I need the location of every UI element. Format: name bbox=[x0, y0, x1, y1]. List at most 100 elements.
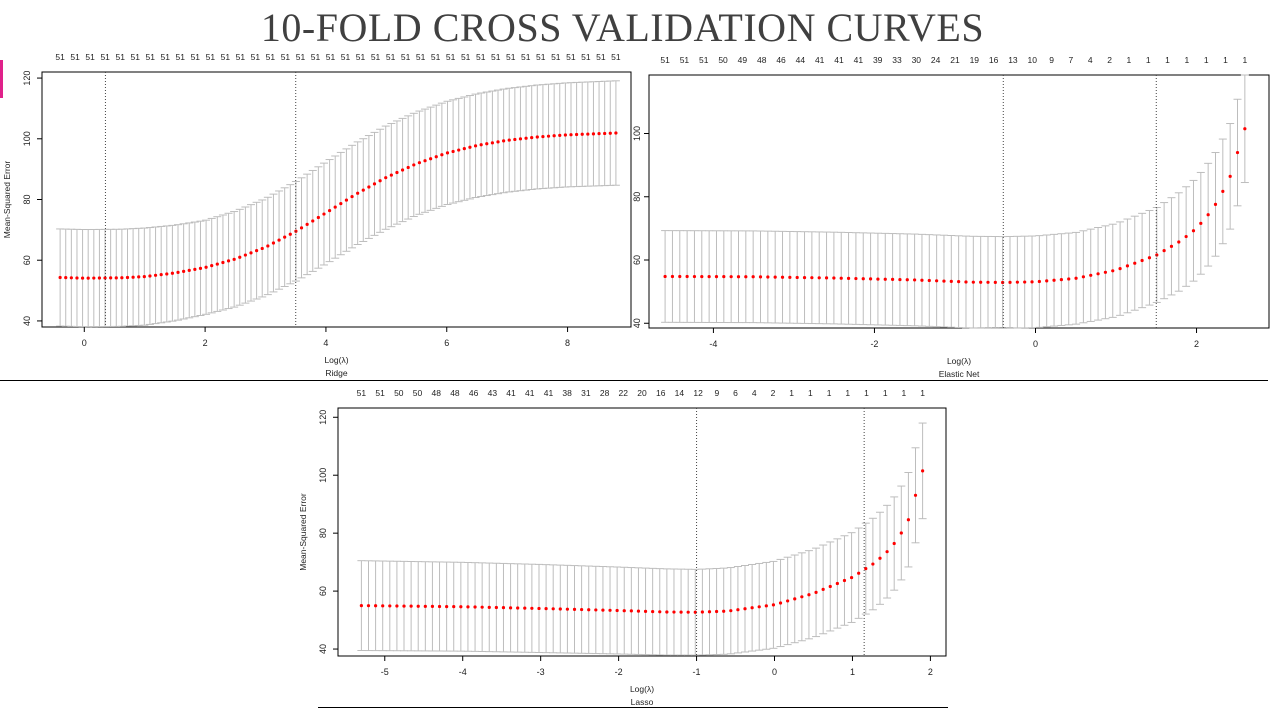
elastic-net-point bbox=[957, 280, 961, 284]
elastic-net-point bbox=[890, 277, 895, 282]
ridge-top-count-label: 51 bbox=[161, 52, 171, 62]
ridge-point bbox=[586, 132, 590, 136]
ridge-point bbox=[238, 255, 242, 259]
ridge-point bbox=[215, 262, 219, 266]
elastic-net-plot-frame bbox=[648, 74, 1270, 329]
ridge-point bbox=[333, 205, 337, 209]
elastic-net-error-bars bbox=[661, 74, 1249, 329]
ridge-point bbox=[299, 226, 304, 230]
ridge-top-count-label: 51 bbox=[356, 52, 366, 62]
elastic-net-point bbox=[868, 277, 873, 281]
ridge-point bbox=[114, 276, 118, 280]
elastic-net-point bbox=[1221, 189, 1225, 193]
ridge-y-tick-label: 80 bbox=[22, 194, 32, 204]
lasso-top-count-label: 1 bbox=[920, 388, 925, 398]
elastic-net-top-count-label: 1 bbox=[1146, 55, 1151, 65]
elastic-net-point bbox=[1177, 240, 1181, 244]
ridge-point bbox=[513, 137, 517, 142]
elastic-net-point bbox=[707, 275, 711, 279]
elastic-net-point bbox=[817, 276, 821, 280]
elastic-net-top-count-label: 21 bbox=[950, 55, 960, 65]
ridge-point bbox=[120, 276, 124, 280]
lasso-top-count-label: 46 bbox=[469, 388, 479, 398]
ridge-point bbox=[103, 276, 107, 280]
lasso-y-axis-label: Mean-Squared Error bbox=[298, 493, 308, 571]
lasso-point bbox=[658, 610, 662, 614]
elastic-net-point bbox=[1008, 280, 1012, 284]
elastic-net-point bbox=[810, 276, 814, 280]
lasso-point bbox=[665, 610, 669, 614]
lasso-point bbox=[388, 604, 392, 608]
lasso-top-count-label: 50 bbox=[394, 388, 404, 398]
lasso-point bbox=[409, 604, 413, 608]
ridge-point bbox=[580, 132, 584, 136]
elastic-net-point bbox=[751, 275, 755, 279]
elastic-net-point bbox=[670, 274, 675, 279]
lasso-y-tick-label: 100 bbox=[318, 468, 328, 483]
ridge-top-count-label: 51 bbox=[311, 52, 321, 62]
ridge-top-count-label: 51 bbox=[611, 52, 621, 62]
elastic-net-point bbox=[846, 276, 851, 280]
elastic-net-top-count-label: 33 bbox=[892, 55, 902, 65]
ridge-point bbox=[249, 251, 253, 255]
ridge-point bbox=[502, 139, 506, 143]
elastic-net-top-count-label: 44 bbox=[796, 55, 806, 65]
ridge-point bbox=[496, 140, 500, 144]
ridge-point bbox=[563, 133, 567, 137]
elastic-net-point bbox=[1118, 267, 1122, 271]
elastic-net-top-count-label: 13 bbox=[1008, 55, 1018, 65]
elastic-net-point bbox=[692, 274, 697, 279]
lasso-point bbox=[359, 603, 363, 608]
lasso-point bbox=[892, 541, 896, 546]
ridge-point bbox=[271, 241, 276, 245]
elastic-net-point bbox=[1133, 261, 1137, 265]
lasso-y-tick-label: 80 bbox=[318, 528, 328, 538]
elastic-net-top-count-label: 2 bbox=[1107, 55, 1112, 65]
elastic-net-top-count-label: 4 bbox=[1088, 55, 1093, 65]
elastic-net-point bbox=[1235, 150, 1240, 155]
ridge-top-count-label: 51 bbox=[176, 52, 186, 62]
elastic-net-point bbox=[993, 280, 997, 284]
elastic-net-point bbox=[795, 275, 799, 280]
ridge-point bbox=[350, 194, 354, 199]
lasso-y-tick-label: 120 bbox=[318, 410, 328, 425]
elastic-net-top-count-label: 1 bbox=[1185, 55, 1190, 65]
lasso-caption: Lasso bbox=[631, 697, 654, 707]
ridge-point bbox=[440, 153, 444, 157]
elastic-net-point bbox=[861, 277, 865, 281]
ridge-point bbox=[384, 176, 388, 180]
ridge-top-count-label: 51 bbox=[506, 52, 516, 62]
lasso-point bbox=[793, 597, 797, 601]
lasso-point bbox=[473, 605, 477, 609]
ridge-points bbox=[58, 131, 618, 280]
elastic-net-point bbox=[1052, 278, 1056, 282]
ridge-top-count-label: 51 bbox=[251, 52, 261, 62]
elastic-net-point bbox=[1162, 249, 1166, 253]
slide-title: 10-FOLD CROSS VALIDATION CURVES bbox=[260, 5, 985, 50]
elastic-net-point bbox=[758, 275, 763, 279]
lasso-point bbox=[679, 610, 683, 614]
ridge-top-count-label: 51 bbox=[191, 52, 201, 62]
lasso-top-count-label: 1 bbox=[808, 388, 813, 398]
elastic-net-y-tick-label: 80 bbox=[632, 192, 642, 202]
elastic-net-point bbox=[700, 274, 704, 279]
lasso-point bbox=[466, 605, 470, 609]
elastic-net-point bbox=[714, 275, 719, 279]
lasso-top-count-label: 20 bbox=[637, 388, 647, 398]
lasso-point bbox=[459, 605, 463, 609]
ridge-point bbox=[221, 260, 225, 265]
lasso-point bbox=[395, 604, 399, 608]
lasso-point bbox=[700, 610, 704, 614]
ridge-top-count-label: 51 bbox=[341, 52, 351, 62]
elastic-net-point bbox=[898, 277, 902, 282]
lasso-y-tick-label: 40 bbox=[318, 644, 328, 654]
lasso-point bbox=[814, 590, 818, 594]
ridge-top-count-label: 51 bbox=[416, 52, 426, 62]
elastic-net-point bbox=[935, 279, 939, 283]
lasso-point bbox=[423, 604, 427, 608]
ridge-point bbox=[69, 276, 73, 280]
ridge-top-count-label: 51 bbox=[566, 52, 576, 62]
lasso-point bbox=[558, 607, 562, 611]
ridge-plot-frame bbox=[41, 71, 632, 328]
ridge-point bbox=[210, 264, 214, 268]
